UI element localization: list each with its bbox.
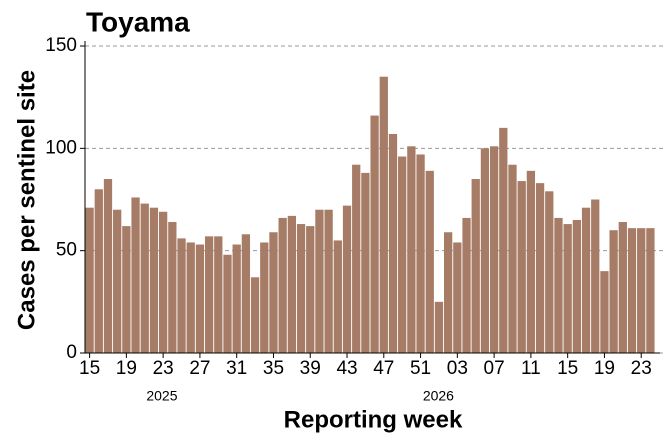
x-tick-label: 07 [484, 358, 505, 379]
bar [113, 209, 122, 353]
bar [278, 217, 287, 353]
bar [407, 146, 416, 353]
bar [434, 301, 444, 353]
bar [94, 189, 103, 353]
x-tick-label: 23 [631, 358, 652, 379]
bar [517, 181, 526, 353]
bar [489, 146, 499, 353]
bar [627, 228, 637, 353]
bar [223, 254, 232, 353]
bar [554, 217, 563, 353]
bar [425, 170, 434, 353]
y-axis-label: Cases per sentinel site [13, 70, 40, 330]
bar [260, 242, 269, 353]
bar [444, 232, 453, 353]
y-tick-label: 150 [45, 35, 77, 56]
bar [324, 209, 333, 353]
bar [149, 207, 159, 353]
bar [140, 203, 149, 353]
bar [85, 207, 94, 353]
x-tick-label: 35 [263, 358, 284, 379]
x-tick-label: 23 [153, 358, 174, 379]
x-tick-label: 43 [336, 358, 357, 379]
x-axis-label: Reporting week [284, 406, 463, 433]
bar [342, 205, 352, 353]
bar [388, 134, 398, 353]
x-tick-label: 19 [594, 358, 615, 379]
x-tick-label: 19 [116, 358, 137, 379]
bar [131, 197, 140, 353]
bar [637, 228, 646, 353]
bar [618, 222, 627, 353]
bar [177, 238, 186, 353]
bar [545, 191, 554, 353]
x-tick-label: 27 [189, 358, 210, 379]
x-tick-label: 15 [557, 358, 578, 379]
bar [333, 240, 342, 353]
bar [563, 224, 572, 353]
bar [526, 170, 536, 353]
x-tick-label: 51 [410, 358, 431, 379]
year-label: 2025 [146, 388, 177, 404]
bar [352, 164, 361, 353]
bar [379, 76, 388, 353]
x-tick-label: 11 [521, 358, 541, 379]
bar [471, 179, 480, 353]
bar [269, 232, 278, 353]
bar [232, 244, 241, 353]
bar [416, 154, 425, 353]
bar [159, 211, 168, 353]
x-tick-label: 39 [300, 358, 321, 379]
bar [287, 215, 296, 353]
bar [186, 242, 195, 353]
bar [499, 127, 508, 353]
bar [591, 199, 600, 353]
bar [508, 164, 517, 353]
y-tick-label: 100 [45, 137, 77, 158]
bar [306, 226, 315, 353]
bar [214, 236, 223, 353]
bar [398, 156, 407, 353]
bar [462, 217, 471, 353]
chart-title: Toyama [86, 6, 190, 37]
bar [480, 148, 490, 353]
bar [370, 115, 379, 353]
x-tick-label: 03 [447, 358, 468, 379]
year-label: 2026 [423, 388, 454, 404]
bar [646, 228, 655, 353]
bar [204, 236, 214, 353]
x-tick-label: 31 [226, 358, 247, 379]
bar [103, 179, 113, 353]
x-tick-label: 15 [79, 358, 100, 379]
bar [535, 183, 545, 353]
bar [250, 277, 260, 353]
bar [296, 224, 306, 353]
bar [453, 242, 462, 353]
y-tick-label: 0 [66, 342, 77, 363]
bar [600, 271, 609, 353]
bar [168, 222, 177, 353]
bar [581, 207, 591, 353]
bar [195, 244, 205, 353]
bar [241, 234, 251, 353]
y-tick-label: 50 [56, 240, 77, 261]
bar [361, 172, 370, 353]
bar [122, 226, 131, 353]
bar [609, 230, 618, 353]
bar [572, 219, 581, 353]
x-tick-label: 47 [373, 358, 394, 379]
bar [315, 209, 324, 353]
